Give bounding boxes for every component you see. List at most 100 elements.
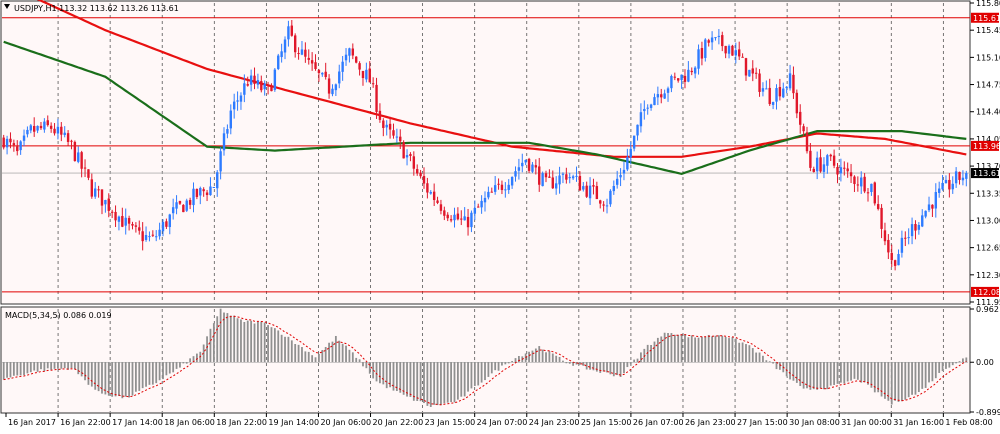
macd-bar: [853, 362, 856, 379]
macd-bar: [701, 336, 703, 363]
candle: [887, 234, 890, 260]
macd-bar: [223, 312, 225, 363]
macd-bar: [914, 362, 917, 395]
candle: [83, 159, 87, 178]
macd-bar: [653, 341, 656, 363]
macd-bar: [107, 362, 110, 396]
candle: [344, 48, 348, 66]
time-tick-label: 24 Jan 23:00: [529, 418, 580, 427]
macd-bar: [97, 362, 100, 392]
candle: [477, 203, 480, 208]
macd-bar: [114, 362, 117, 397]
macd-bar: [73, 362, 76, 370]
candle: [677, 78, 680, 83]
macd-bar: [917, 362, 920, 393]
time-tick-label: 30 Jan 08:00: [789, 418, 840, 427]
macd-bar: [948, 362, 951, 368]
macd-bar: [829, 362, 832, 386]
macd-bar: [155, 362, 158, 384]
candle: [168, 213, 171, 235]
macd-bar: [128, 362, 131, 398]
candle: [907, 228, 910, 245]
macd-bar: [23, 362, 25, 376]
macd-tick-label: -0.899: [976, 408, 1000, 417]
macd-bar: [775, 362, 778, 370]
macd-bar: [789, 362, 791, 380]
time-tick-label: 1 Feb 08:00: [945, 418, 992, 427]
macd-bar: [90, 362, 93, 387]
candle: [375, 77, 378, 119]
macd-bar: [33, 362, 36, 371]
macd-bar: [802, 362, 805, 389]
candle: [860, 171, 863, 194]
candle: [490, 187, 493, 193]
macd-bar: [884, 362, 886, 399]
candle: [568, 172, 571, 184]
macd-bar: [219, 308, 222, 363]
macd-bar: [484, 362, 486, 381]
candle: [585, 181, 588, 199]
macd-bar: [738, 342, 741, 363]
macd-bar: [741, 342, 744, 363]
price-tick-label: 113.00: [976, 216, 1000, 225]
macd-bar: [687, 337, 690, 363]
candle: [754, 67, 758, 79]
time-tick-label: 16 Jan 2017: [8, 418, 56, 427]
macd-bar: [67, 362, 69, 370]
candle: [331, 84, 334, 97]
macd-bar: [87, 362, 90, 385]
macd-bar: [680, 334, 683, 363]
macd-bar: [314, 357, 317, 363]
candle: [944, 175, 948, 184]
macd-bar: [656, 337, 659, 363]
time-tick-label: 24 Jan 07:00: [477, 418, 528, 427]
candle: [104, 199, 107, 213]
candle: [510, 176, 514, 189]
macd-bar: [768, 361, 771, 363]
candle: [937, 181, 941, 198]
macd-bar: [368, 362, 371, 374]
macd-bar: [318, 353, 320, 363]
macd-bar: [534, 348, 537, 363]
candle: [260, 75, 263, 93]
candle: [680, 74, 683, 89]
macd-bar: [640, 352, 642, 363]
macd-bar: [104, 362, 107, 395]
macd-bar: [517, 355, 520, 363]
macd-bar: [582, 362, 585, 366]
macd-bar: [755, 352, 758, 363]
candle: [931, 204, 934, 217]
macd-bar: [545, 352, 547, 363]
time-tick-label: 31 Jan 00:00: [841, 418, 892, 427]
candle: [236, 91, 239, 111]
macd-bar: [850, 362, 852, 381]
macd-bar: [514, 358, 517, 363]
macd-bar: [572, 362, 575, 366]
macd-bar: [626, 362, 629, 368]
macd-bar: [175, 362, 178, 369]
candle: [632, 135, 636, 152]
macd-bar: [602, 362, 605, 372]
candle: [504, 182, 507, 198]
candle: [738, 41, 741, 61]
candle: [87, 169, 90, 181]
macd-bar: [806, 362, 808, 389]
macd-bar: [406, 362, 408, 397]
candle: [758, 69, 761, 97]
candle: [683, 69, 687, 89]
macd-panel[interactable]: [0, 306, 971, 414]
macd-bar: [579, 362, 581, 365]
candle: [43, 118, 46, 133]
candle: [429, 190, 432, 195]
candle: [904, 231, 907, 247]
macd-bar: [846, 362, 849, 382]
macd-bar: [358, 359, 361, 363]
macd-bar: [331, 341, 334, 363]
candle: [832, 149, 836, 169]
candle: [954, 167, 958, 188]
candle: [554, 176, 558, 195]
time-tick-label: 26 Jan 07:00: [633, 418, 684, 427]
macd-bar: [541, 349, 544, 363]
